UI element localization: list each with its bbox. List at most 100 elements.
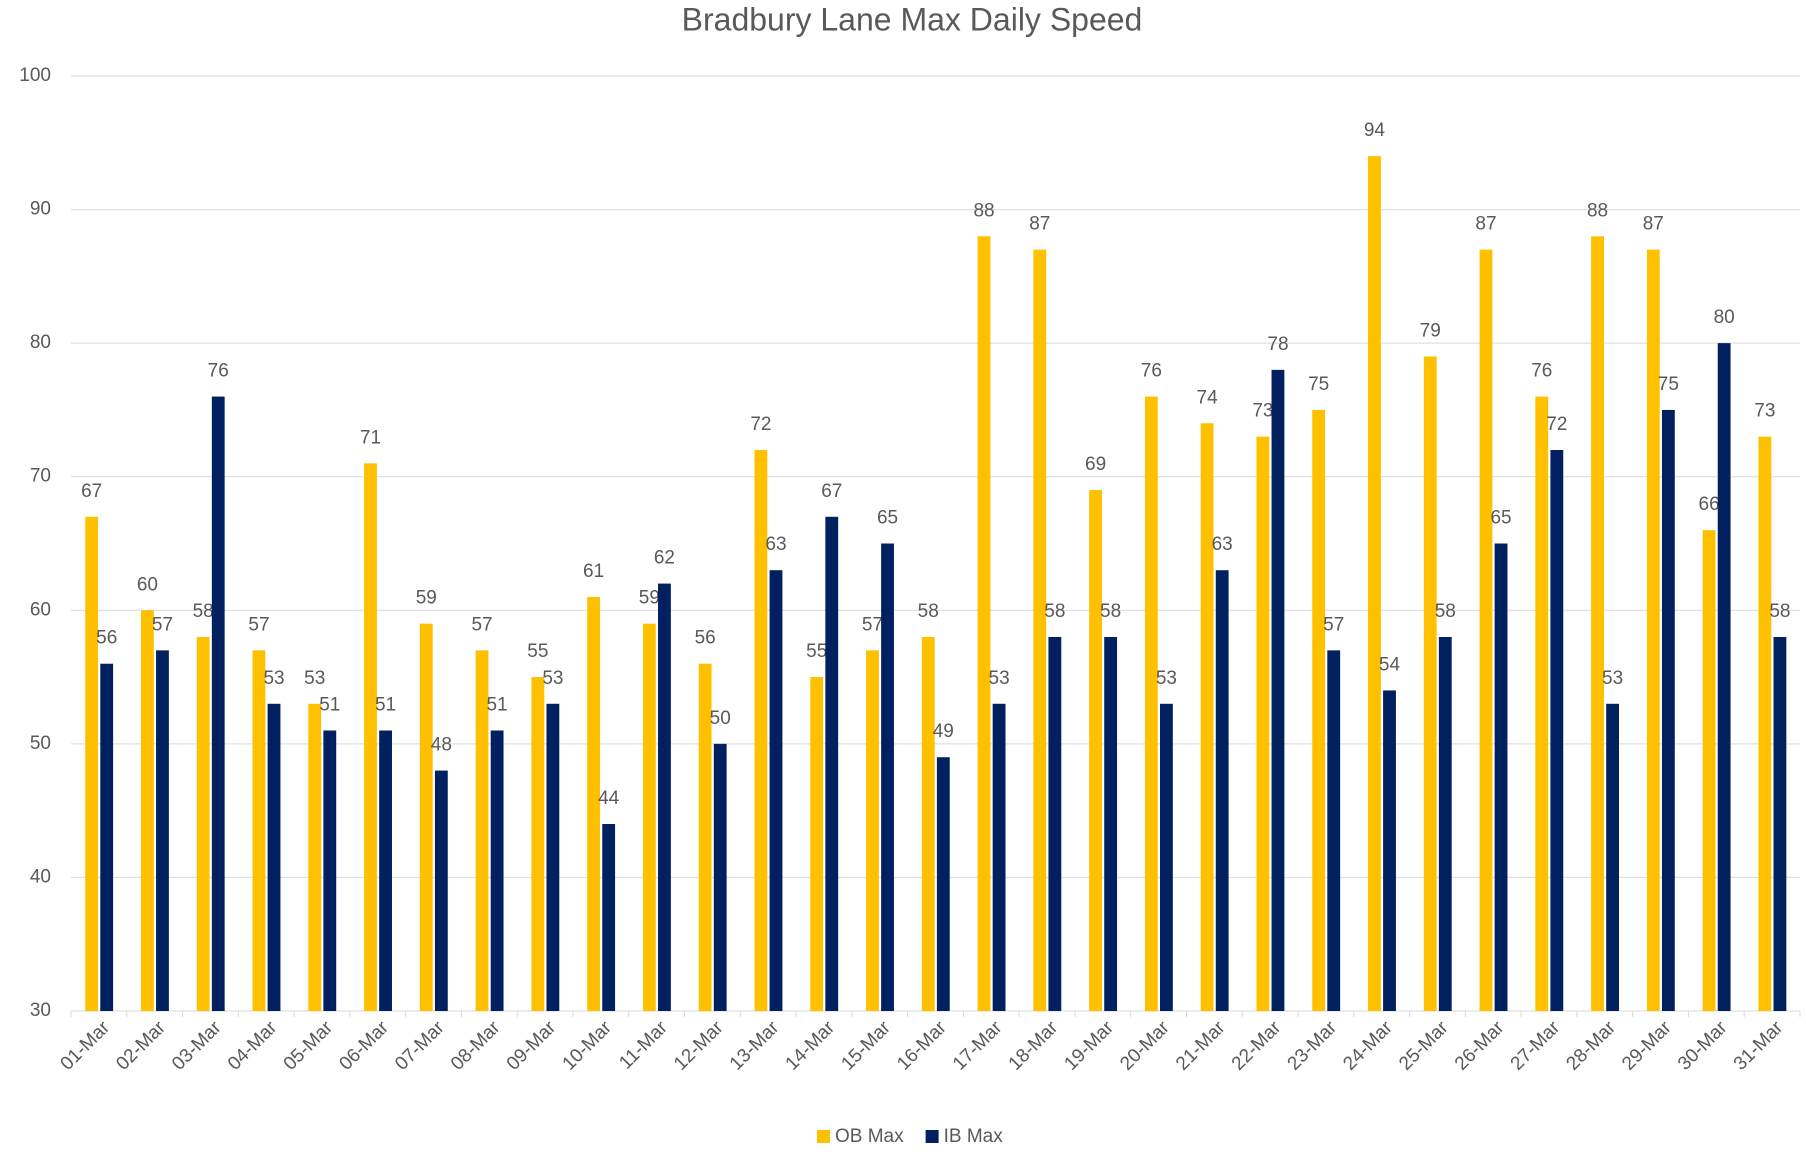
x-tick-label: 14-Mar — [782, 1017, 840, 1075]
bar — [364, 463, 377, 1011]
data-label: 87 — [1475, 214, 1496, 235]
x-tick-label: 09-Mar — [503, 1017, 561, 1075]
bar — [211, 396, 225, 1012]
bar — [825, 516, 839, 1011]
data-label: 94 — [1364, 120, 1386, 141]
data-label: 65 — [1490, 508, 1511, 529]
data-label: 61 — [583, 561, 604, 582]
x-tick-label: 01-Mar — [57, 1017, 115, 1075]
bar — [1535, 396, 1549, 1012]
bar — [1717, 343, 1731, 1012]
x-tick-label: 07-Mar — [391, 1017, 449, 1075]
data-label: 51 — [487, 695, 508, 716]
data-label: 58 — [1100, 601, 1121, 622]
x-tick-label: 22-Mar — [1228, 1017, 1286, 1075]
data-label: 49 — [933, 721, 954, 742]
x-tick-label: 28-Mar — [1562, 1017, 1620, 1075]
bar — [490, 730, 504, 1011]
bar — [713, 743, 727, 1011]
x-tick-label: 20-Mar — [1116, 1017, 1174, 1075]
legend-swatch — [925, 1130, 939, 1143]
data-label: 48 — [431, 735, 452, 756]
x-tick-label: 23-Mar — [1284, 1017, 1342, 1075]
bar — [1368, 156, 1381, 1012]
data-label: 57 — [862, 614, 883, 635]
bar — [100, 663, 114, 1011]
bar — [1048, 637, 1062, 1011]
bar — [1159, 703, 1173, 1011]
legend-label: IB Max — [944, 1126, 1004, 1147]
data-label: 65 — [877, 508, 898, 529]
bar — [769, 570, 783, 1011]
data-label: 72 — [750, 414, 771, 435]
data-label: 44 — [598, 788, 620, 809]
bar — [602, 824, 616, 1011]
data-label: 78 — [1267, 334, 1288, 355]
data-label: 69 — [1085, 454, 1106, 475]
bar — [992, 703, 1006, 1011]
bar — [1661, 409, 1675, 1011]
data-label: 88 — [1587, 200, 1608, 221]
bar — [252, 650, 266, 1011]
x-tick-label: 27-Mar — [1507, 1017, 1565, 1075]
bar — [1312, 409, 1326, 1011]
data-label: 57 — [471, 614, 492, 635]
bar — [196, 637, 210, 1011]
data-label: 73 — [1754, 401, 1775, 422]
bar — [881, 543, 894, 1011]
data-label: 57 — [152, 614, 173, 635]
bar — [1327, 650, 1341, 1011]
data-label: 57 — [1323, 614, 1344, 635]
bar — [308, 703, 322, 1011]
bar — [1089, 490, 1102, 1012]
legend-label: OB Max — [835, 1126, 904, 1147]
x-tick-label: 31-Mar — [1730, 1017, 1788, 1075]
data-label: 53 — [1156, 668, 1177, 689]
data-label: 75 — [1308, 374, 1329, 395]
data-label: 76 — [1141, 361, 1162, 382]
bar — [434, 770, 448, 1011]
x-tick-label: 26-Mar — [1451, 1017, 1509, 1075]
bar — [85, 516, 99, 1011]
data-label: 67 — [81, 481, 102, 502]
bar — [1758, 436, 1772, 1012]
data-label: 56 — [695, 628, 716, 649]
bar — [754, 450, 768, 1011]
bar — [810, 677, 824, 1011]
bar — [1606, 703, 1620, 1011]
data-label: 72 — [1546, 414, 1567, 435]
x-tick-label: 29-Mar — [1618, 1017, 1676, 1075]
data-label: 51 — [375, 695, 396, 716]
x-tick-label: 12-Mar — [670, 1017, 728, 1075]
bar — [1144, 396, 1158, 1012]
x-tick-label: 15-Mar — [837, 1017, 895, 1075]
x-tick-label: 11-Mar — [615, 1017, 672, 1074]
data-label: 71 — [360, 427, 381, 448]
bar — [1438, 637, 1452, 1011]
bar — [977, 236, 991, 1012]
bar — [1271, 369, 1285, 1011]
bar — [1773, 637, 1787, 1011]
y-tick-label: 60 — [30, 599, 51, 620]
x-tick-label: 04-Mar — [224, 1017, 282, 1075]
bar — [267, 703, 281, 1011]
y-tick-label: 40 — [30, 866, 51, 887]
bar — [1646, 249, 1660, 1012]
bar — [419, 623, 433, 1011]
data-label: 80 — [1714, 307, 1735, 328]
x-tick-label: 03-Mar — [168, 1017, 226, 1075]
data-label: 88 — [973, 200, 994, 221]
data-label: 60 — [137, 574, 158, 595]
data-label: 59 — [416, 588, 437, 609]
x-tick-label: 30-Mar — [1674, 1017, 1732, 1075]
x-tick-label: 08-Mar — [447, 1017, 505, 1075]
bar — [1494, 543, 1508, 1011]
data-label: 58 — [918, 601, 939, 622]
legend-swatch — [817, 1130, 830, 1143]
data-label: 56 — [96, 628, 117, 649]
data-label: 53 — [1602, 668, 1623, 689]
data-label: 75 — [1658, 374, 1679, 395]
bar — [1702, 530, 1716, 1011]
data-label: 76 — [208, 361, 229, 382]
y-tick-label: 80 — [30, 332, 51, 353]
